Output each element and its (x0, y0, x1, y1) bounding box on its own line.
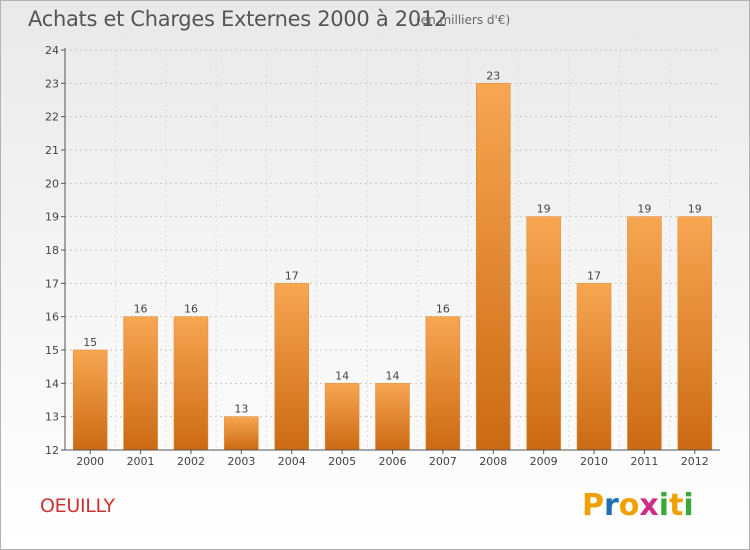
labels: 12 13 14 15 16 17 18 19 20 21 22 23 24 15 2000 16 2001 16… (45, 44, 709, 468)
value-label: 14 (335, 369, 349, 382)
brand-logo: Proxiti (582, 488, 694, 523)
axes (61, 48, 720, 454)
y-tick-label: 12 (45, 444, 59, 457)
x-tick-label: 2007 (429, 455, 457, 468)
y-tick-label: 21 (45, 144, 59, 157)
chart-title: Achats et Charges Externes 2000 à 2012 (28, 7, 448, 31)
value-label: 17 (285, 269, 299, 282)
brand-letter: x (639, 488, 659, 523)
bars (72, 83, 713, 451)
bar-2003 (224, 416, 259, 451)
x-tick-label: 2008 (479, 455, 507, 468)
y-tick-label: 13 (45, 411, 59, 424)
bar-2000 (72, 349, 108, 451)
y-tick-label: 20 (45, 177, 59, 190)
brand-letter: i (658, 488, 670, 523)
y-tick-label: 18 (45, 244, 59, 257)
x-tick-label: 2010 (580, 455, 608, 468)
bar-2011 (627, 216, 662, 451)
x-tick-label: 2011 (630, 455, 658, 468)
y-tick-label: 17 (45, 277, 59, 290)
value-label: 23 (486, 69, 500, 82)
x-tick-label: 2003 (227, 455, 255, 468)
value-label: 16 (436, 303, 450, 316)
y-tick-label: 24 (45, 44, 59, 57)
x-tick-label: 2009 (530, 455, 558, 468)
bar-2009 (526, 216, 561, 451)
x-tick-label: 2002 (177, 455, 205, 468)
x-tick-label: 2000 (76, 455, 104, 468)
x-tick-label: 2012 (681, 455, 709, 468)
value-label: 19 (637, 203, 651, 216)
brand-letter: P (582, 488, 604, 523)
commune-name: OEUILLY (40, 495, 115, 517)
value-label: 16 (134, 303, 148, 316)
y-tick-label: 15 (45, 344, 59, 357)
x-tick-label: 2004 (278, 455, 306, 468)
value-label: 15 (83, 336, 97, 349)
bar-2005 (324, 383, 360, 451)
bar-2002 (173, 316, 209, 451)
bar-2010 (576, 283, 612, 451)
bar-2004 (274, 283, 309, 451)
x-tick-label: 2001 (127, 455, 155, 468)
value-label: 16 (184, 303, 198, 316)
x-tick-label: 2006 (379, 455, 407, 468)
y-tick-label: 22 (45, 111, 59, 124)
value-label: 19 (688, 203, 702, 216)
brand-letter: t (669, 488, 684, 523)
value-label: 13 (234, 403, 248, 416)
bar-2008 (476, 83, 511, 451)
y-tick-label: 23 (45, 77, 59, 90)
brand-letter: i (683, 488, 694, 523)
y-tick-label: 14 (45, 377, 59, 390)
bar-2007 (425, 316, 461, 451)
y-tick-label: 19 (45, 211, 59, 224)
bar-2006 (375, 383, 410, 451)
value-label: 14 (386, 369, 400, 382)
brand-letter: o (618, 488, 640, 523)
brand-letter: r (604, 488, 619, 523)
chart-subtitle: (en milliers d'€) (416, 13, 511, 27)
value-label: 19 (537, 203, 551, 216)
value-label: 17 (587, 269, 601, 282)
bar-2012 (677, 216, 713, 451)
x-tick-label: 2005 (328, 455, 356, 468)
bar-2001 (123, 316, 158, 451)
y-tick-label: 16 (45, 311, 59, 324)
